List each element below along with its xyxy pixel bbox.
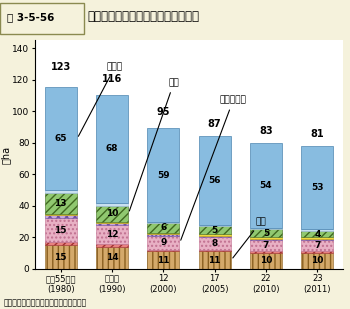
Text: 83: 83 (259, 125, 273, 136)
Bar (147, 234, 179, 236)
Text: 123: 123 (50, 62, 71, 73)
Text: 九州: 九州 (233, 217, 266, 258)
Bar (301, 240, 333, 252)
Bar (96, 222, 128, 223)
Bar (199, 250, 231, 252)
Text: 95: 95 (156, 107, 170, 117)
Bar (147, 223, 179, 233)
Text: 北海道: 北海道 (78, 62, 123, 136)
Text: 87: 87 (208, 119, 222, 129)
Bar (199, 136, 231, 225)
Text: 68: 68 (106, 145, 118, 154)
Bar (147, 252, 179, 269)
Text: 65: 65 (54, 134, 67, 143)
Text: 10: 10 (311, 256, 323, 265)
Bar (250, 229, 282, 237)
Text: 15: 15 (54, 252, 67, 261)
Bar (250, 239, 282, 240)
Bar (301, 237, 333, 239)
Bar (96, 225, 128, 243)
Bar (301, 229, 333, 231)
Bar (45, 245, 77, 269)
Text: 4: 4 (314, 230, 321, 239)
Text: 図 3-5-56: 図 3-5-56 (7, 12, 54, 22)
Text: 54: 54 (260, 181, 272, 190)
Text: 7: 7 (314, 241, 321, 251)
Text: 5: 5 (263, 229, 269, 238)
Bar (96, 95, 128, 203)
Bar (250, 252, 282, 253)
Text: 5: 5 (211, 226, 218, 235)
Text: 56: 56 (208, 176, 221, 185)
Bar (147, 129, 179, 222)
Bar (96, 243, 128, 247)
Text: 11: 11 (208, 256, 221, 265)
Text: 11: 11 (157, 256, 170, 265)
Bar (199, 252, 231, 269)
Text: 6: 6 (160, 223, 167, 232)
Text: 12: 12 (106, 230, 118, 239)
Bar (199, 226, 231, 234)
Bar (301, 252, 333, 253)
Bar (45, 193, 77, 214)
Text: 関東・東山: 関東・東山 (181, 95, 247, 240)
Bar (301, 231, 333, 237)
Bar (199, 236, 231, 237)
Bar (96, 223, 128, 225)
Text: 7: 7 (263, 241, 269, 251)
Text: ばれいしょの地域別作付面積の推移: ばれいしょの地域別作付面積の推移 (88, 10, 200, 23)
Y-axis label: 千ha: 千ha (1, 146, 11, 163)
Text: 53: 53 (311, 183, 324, 192)
Bar (96, 203, 128, 206)
Bar (199, 237, 231, 250)
Text: 資料：農林水産省「野菜生産出荷統計」: 資料：農林水産省「野菜生産出荷統計」 (4, 298, 87, 307)
Bar (147, 233, 179, 234)
Bar (45, 218, 77, 242)
Text: 8: 8 (211, 239, 218, 248)
Bar (199, 225, 231, 226)
Bar (250, 237, 282, 239)
Bar (147, 222, 179, 223)
Text: 81: 81 (310, 129, 324, 139)
FancyBboxPatch shape (0, 3, 84, 34)
Bar (250, 240, 282, 252)
Text: 15: 15 (54, 226, 67, 235)
Text: 14: 14 (106, 253, 118, 262)
Bar (301, 146, 333, 229)
Bar (199, 234, 231, 236)
Text: 13: 13 (54, 199, 67, 208)
Text: 116: 116 (102, 74, 122, 83)
Text: 10: 10 (106, 209, 118, 218)
Bar (45, 190, 77, 193)
Bar (147, 236, 179, 250)
Bar (147, 250, 179, 252)
Text: 10: 10 (260, 256, 272, 265)
Text: 59: 59 (157, 171, 170, 180)
Bar (45, 215, 77, 218)
Bar (250, 143, 282, 228)
Bar (45, 242, 77, 245)
Bar (96, 206, 128, 222)
Text: 9: 9 (160, 238, 167, 247)
Bar (250, 228, 282, 229)
Bar (301, 239, 333, 240)
Text: 東北: 東北 (130, 78, 179, 211)
Bar (250, 253, 282, 269)
Bar (96, 247, 128, 269)
Bar (301, 253, 333, 269)
Bar (45, 214, 77, 215)
Bar (45, 87, 77, 190)
